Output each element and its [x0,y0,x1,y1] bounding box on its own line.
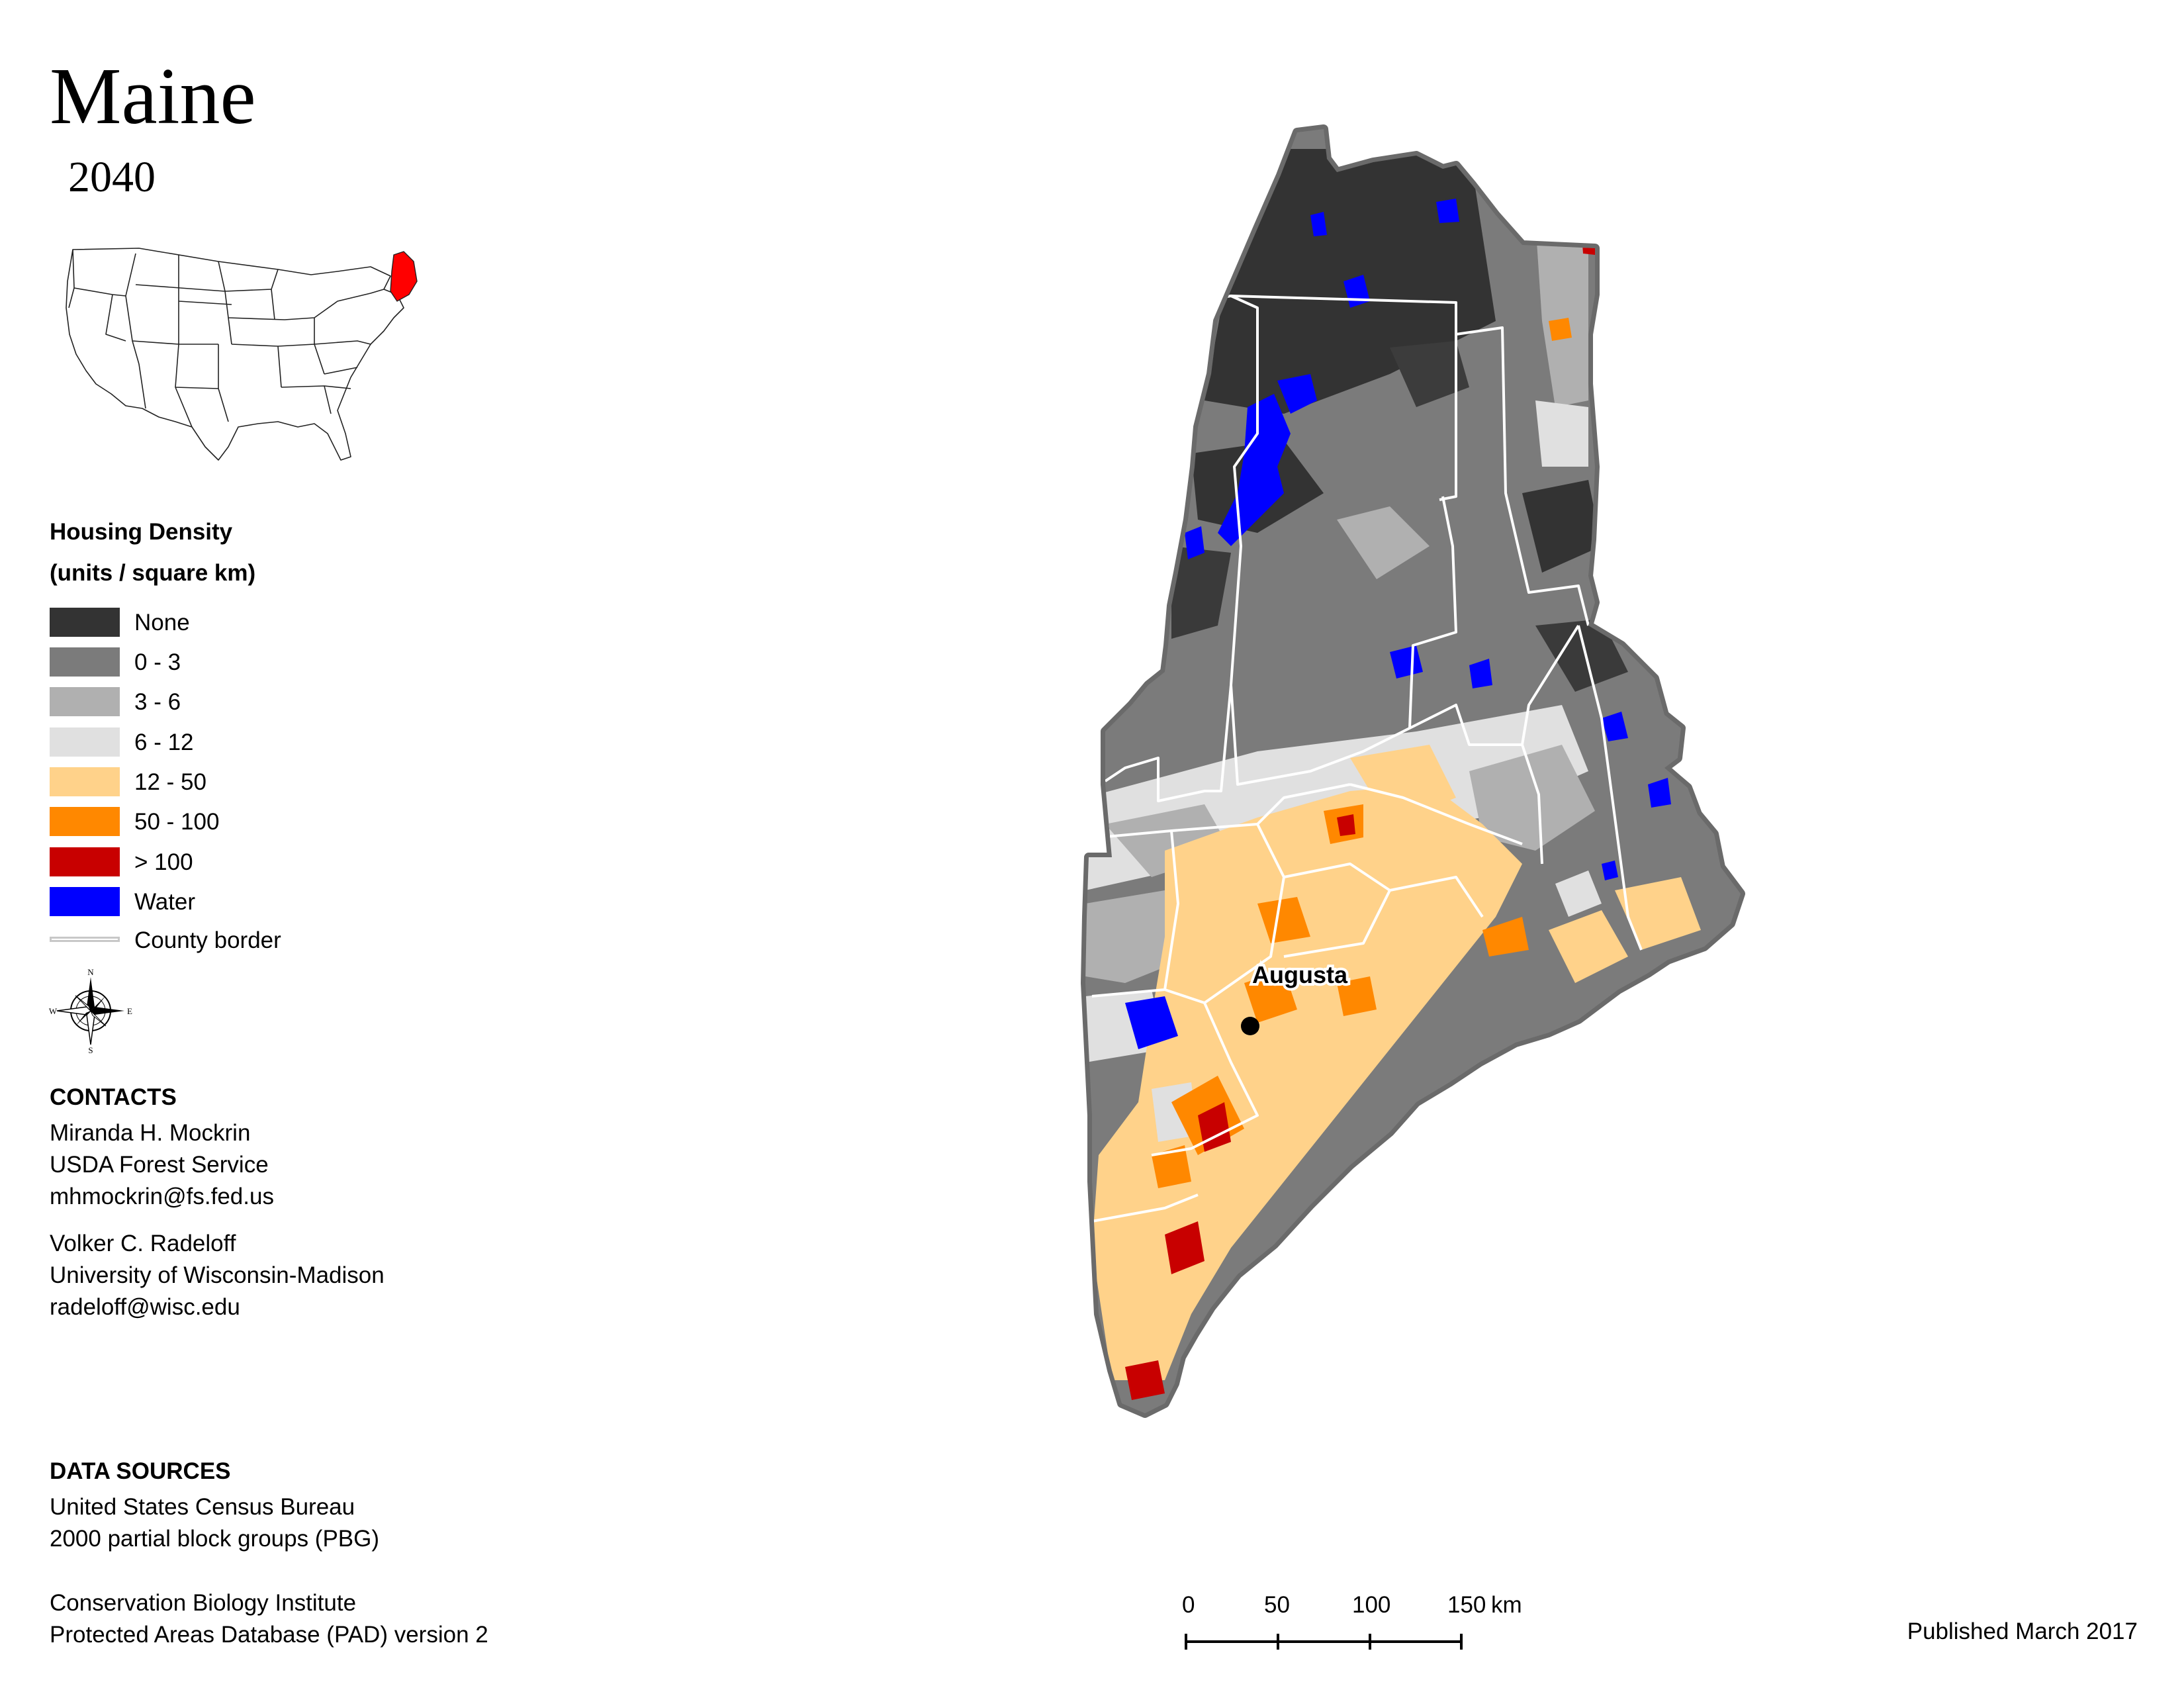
legend-swatch [50,887,120,916]
legend-swatch [50,847,120,876]
scale-tick-label: 100 [1352,1592,1391,1618]
contacts-heading: CONTACTS [50,1084,177,1110]
source-line: United States Census Bureau [50,1494,355,1520]
legend-label: Water [134,889,196,915]
compass-w: W [49,1006,58,1016]
contact-org: USDA Forest Service [50,1152,269,1178]
legend-label: 12 - 50 [134,769,206,795]
us-locator-map [66,248,418,461]
legend-label: 6 - 12 [134,729,194,755]
data-source-block-1: United States Census Bureau 2000 partial… [50,1491,379,1555]
legend-swatch-line [50,937,120,942]
city-label-augusta: Augusta [1252,961,1348,988]
contact-org: University of Wisconsin-Madison [50,1262,385,1288]
legend-swatch [50,687,120,716]
data-sources-heading: DATA SOURCES [50,1458,231,1484]
data-source-block-2: Conservation Biology Institute Protected… [50,1587,488,1651]
legend-label: 3 - 6 [134,689,181,715]
scale-unit: km [1491,1592,1522,1618]
source-line: Protected Areas Database (PAD) version 2 [50,1622,488,1648]
compass-s: S [88,1045,93,1054]
legend-subtitle: (units / square km) [50,560,256,586]
legend-label: None [134,610,190,635]
map-year: 2040 [68,153,156,201]
legend-swatch [50,807,120,836]
contact-email: radeloff@wisc.edu [50,1294,240,1320]
map-title: Maine [50,52,256,141]
legend-swatch [50,767,120,796]
legend-title: Housing Density [50,519,233,545]
legend-swatch [50,608,120,637]
source-line: 2000 partial block groups (PBG) [50,1526,380,1552]
scale-bar-line [1185,1634,1463,1650]
compass-n: N [87,968,94,977]
contact-block-1: Miranda H. Mockrin USDA Forest Service m… [50,1117,274,1213]
compass-rose-icon: N S W E [49,968,132,1054]
contact-name: Miranda H. Mockrin [50,1120,251,1146]
scale-tick-label: 150 [1447,1592,1486,1618]
us-outline [66,248,404,461]
contact-name: Volker C. Radeloff [50,1231,236,1256]
scale-tick-label: 50 [1264,1592,1290,1618]
maine-highlight [390,251,418,302]
legend-swatch [50,727,120,757]
legend-label: 50 - 100 [134,809,220,835]
published-date: Published March 2017 [1907,1618,2138,1644]
source-line: Conservation Biology Institute [50,1590,357,1616]
contact-email: mhmockrin@fs.fed.us [50,1184,274,1209]
scale-tick-label: 0 [1182,1592,1195,1618]
contact-block-2: Volker C. Radeloff University of Wiscons… [50,1228,385,1323]
augusta-marker [1241,1017,1259,1035]
legend-label: > 100 [134,849,193,875]
scale-bar: 0 50 100 150 km [1182,1592,1522,1658]
legend-label: 0 - 3 [134,649,181,675]
compass-e: E [127,1006,132,1016]
legend-swatch [50,647,120,677]
legend-label: County border [134,927,281,953]
maine-housing-density-map: Augusta [1081,124,1745,1418]
